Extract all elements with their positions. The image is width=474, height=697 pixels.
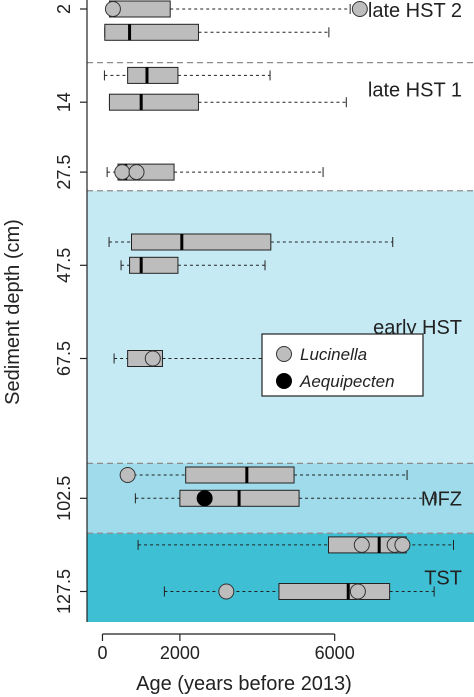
point-aequipecten bbox=[196, 490, 213, 507]
point-lucinella bbox=[104, 1, 121, 17]
x-tick-label: 0 bbox=[97, 643, 107, 663]
box-row bbox=[103, 66, 271, 84]
box-row bbox=[104, 23, 330, 41]
zone-label: late HST 1 bbox=[368, 80, 462, 102]
x-axis-title: Age (years before 2013) bbox=[136, 673, 352, 695]
x-tick-label: 6000 bbox=[315, 643, 355, 663]
y-tick-label: 67.5 bbox=[54, 341, 74, 376]
point-lucinella bbox=[349, 583, 366, 600]
box-row bbox=[108, 93, 347, 111]
box-row bbox=[104, 0, 368, 18]
box-row bbox=[137, 536, 454, 554]
axes: 0 2000 6000 2 14 27.5 47.5 67.5 102.5 127.5 bbox=[54, 0, 355, 663]
box-iqr bbox=[278, 583, 391, 600]
box-iqr bbox=[131, 233, 272, 251]
box-row bbox=[120, 256, 266, 274]
box-row bbox=[134, 489, 437, 507]
legend: Lucinella Aequipecten bbox=[261, 333, 424, 397]
point-lucinella bbox=[119, 467, 136, 483]
x-tick-label: 2000 bbox=[160, 643, 200, 663]
point-lucinella bbox=[353, 536, 370, 553]
point-lucinella bbox=[128, 164, 145, 181]
zone-label: MFZ bbox=[421, 488, 462, 510]
y-tick-label: 27.5 bbox=[54, 155, 74, 190]
y-tick-label: 102.5 bbox=[54, 476, 74, 521]
box-row bbox=[163, 583, 435, 600]
y-tick-label: 127.5 bbox=[54, 569, 74, 614]
zone-band bbox=[87, 533, 474, 622]
point-lucinella bbox=[114, 164, 131, 181]
box-iqr bbox=[108, 93, 199, 111]
y-tick-label: 47.5 bbox=[54, 248, 74, 283]
box-row bbox=[108, 233, 394, 251]
box-iqr bbox=[104, 23, 199, 41]
zone-label: late HST 2 bbox=[368, 0, 462, 22]
legend-swatch-aequipecten bbox=[276, 373, 292, 389]
y-tick-label: 14 bbox=[54, 92, 74, 112]
boxplot-series bbox=[103, 0, 454, 600]
point-lucinella bbox=[218, 583, 235, 600]
box-iqr bbox=[129, 256, 179, 274]
box-row bbox=[119, 466, 408, 484]
point-lucinella bbox=[351, 1, 368, 17]
legend-swatch-lucinella bbox=[276, 346, 292, 362]
y-tick-label: 2 bbox=[54, 4, 74, 14]
legend-label-lucinella: Lucinella bbox=[300, 345, 367, 364]
legend-label-aequipecten: Aequipecten bbox=[299, 372, 395, 391]
box-iqr bbox=[127, 66, 179, 84]
box-row bbox=[106, 163, 324, 181]
zone-label: TST bbox=[424, 568, 462, 590]
box-iqr bbox=[185, 466, 295, 484]
point-lucinella bbox=[144, 350, 161, 367]
point-lucinella bbox=[394, 536, 411, 553]
y-axis-title: Sediment depth (cm) bbox=[2, 219, 24, 405]
